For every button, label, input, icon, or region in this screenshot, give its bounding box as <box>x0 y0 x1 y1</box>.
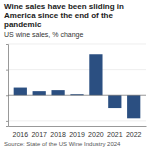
x-tick-label: 2017 <box>31 131 47 138</box>
grid <box>8 44 146 121</box>
x-tick: 2016 <box>12 126 28 138</box>
x-tick-label: 2021 <box>107 131 123 138</box>
y-tick <box>6 121 8 122</box>
y-axis-line <box>6 45 9 127</box>
grid-line <box>8 44 146 45</box>
source: Source: State of the US Wine Industry 20… <box>4 141 121 147</box>
bar <box>14 88 27 96</box>
x-tick: 2022 <box>126 126 142 138</box>
grid-line <box>8 69 146 70</box>
y-tick-line <box>6 95 8 96</box>
grid-line <box>8 120 146 121</box>
x-tick-label: 2016 <box>12 131 28 138</box>
bar <box>51 90 64 95</box>
y-tick <box>6 44 8 45</box>
bar <box>33 91 46 95</box>
y-tick-line <box>6 70 8 71</box>
chart: Wine sales have been sliding inAmerica s… <box>0 0 150 150</box>
bars <box>14 54 141 118</box>
plot: 2016201720182019202020212022 <box>6 44 147 138</box>
grid-line <box>8 95 146 96</box>
x-tick-label: 2020 <box>88 131 104 138</box>
x-tick-label: 2018 <box>50 131 66 138</box>
y-tick <box>6 95 8 96</box>
y-tick <box>6 70 8 71</box>
x-axis: 2016201720182019202020212022 <box>9 126 147 138</box>
x-tick: 2017 <box>31 126 47 138</box>
y-tick-line <box>6 44 8 45</box>
subtitle: US wine sales, % change <box>4 31 83 39</box>
x-tick: 2020 <box>88 126 104 138</box>
x-tick: 2018 <box>50 126 66 138</box>
x-tick: 2019 <box>69 126 85 138</box>
bar <box>127 95 140 118</box>
x-axis-line <box>9 126 147 127</box>
bar <box>108 95 121 108</box>
zero-line <box>8 95 146 96</box>
x-tick-label: 2019 <box>69 131 85 138</box>
y-axis <box>6 45 9 127</box>
bar <box>89 54 102 95</box>
y-tick-line <box>6 121 8 122</box>
x-tick: 2021 <box>107 126 123 138</box>
x-tick-label: 2022 <box>126 131 142 138</box>
title: Wine sales have been sliding inAmerica s… <box>4 2 124 29</box>
